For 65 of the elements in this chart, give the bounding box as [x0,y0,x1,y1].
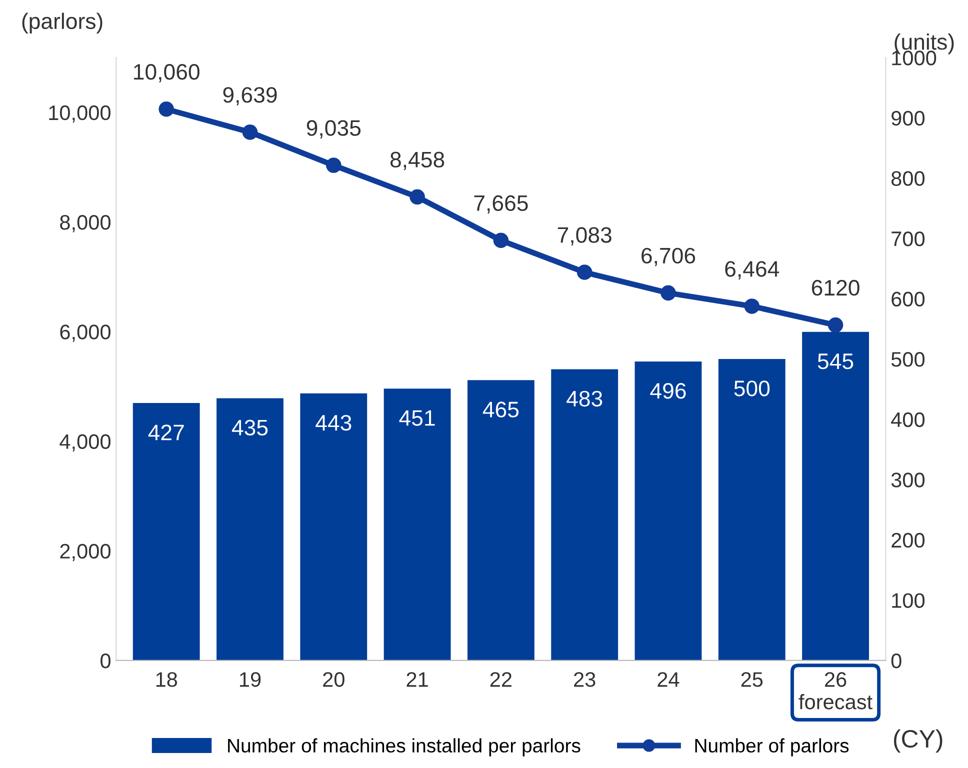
data-label: 8,458 [390,152,444,170]
point [493,232,509,248]
data-label: 7,083 [558,227,612,246]
data-label: 9,639 [223,87,277,106]
point [242,124,258,140]
point [828,317,844,333]
point [576,264,592,280]
legend-label: Number of parlors [695,738,849,756]
data-label: 465 [482,402,519,418]
x-axis-title: (CY) [894,729,942,753]
data-label: 6,464 [725,261,780,280]
data-label: 496 [650,382,686,399]
bar [216,398,284,660]
x-tick-label: 21 [406,672,428,687]
data-label: 7,665 [474,195,528,214]
y2-tick-label: 300 [891,472,925,488]
data-label: 10,060 [134,64,200,82]
data-label: 451 [399,410,435,426]
x-tick-label: 23 [574,672,596,687]
bar [467,380,534,660]
data-label: 443 [316,414,352,431]
x-tick-label: 20 [323,672,344,687]
y-tick-label: 2,000 [60,544,110,562]
y2-tick-label: 900 [892,110,925,126]
y2-tick-label: 700 [892,231,925,246]
x-tick-label: 22 [490,672,512,687]
data-label: 483 [566,390,602,407]
bar [384,388,451,660]
bar [132,403,200,660]
bar [718,359,786,660]
y2-tick-label: 0 [891,653,902,668]
x-tick-label: 19 [240,672,261,687]
y2-tick-label: 200 [892,532,925,548]
y-tick-label: 6,000 [60,324,110,342]
x-tick-label: 24 [658,672,680,687]
bar [551,369,618,660]
x-tick-label: 25 [741,672,763,687]
legend-label: Number of machines installed per parlors [228,738,580,756]
y-tick-label: 0 [100,653,110,668]
point [158,101,174,117]
bar [300,393,368,660]
y-axis-title: (parlors) [22,12,102,34]
point [660,285,676,301]
bar [802,332,869,660]
data-label: 6,706 [642,248,696,266]
data-label: 6120 [812,280,860,296]
bar [634,361,702,660]
y-tick-label: 8,000 [60,215,110,232]
y2-tick-label: 600 [892,292,925,307]
data-label: 500 [734,380,770,396]
y2-tick-label: 400 [891,412,925,428]
data-label: 427 [148,424,184,440]
data-label: 435 [232,420,268,436]
y2-tick-label: 800 [891,171,925,186]
x-tick-label: 26 forecast [798,672,872,710]
y-tick-label: 10,000 [49,105,110,123]
data-label: 9,035 [306,120,361,139]
point [326,158,342,173]
data-label: 545 [818,354,854,370]
y2-tick-label: 500 [891,352,925,367]
y-tick-label: 4,000 [60,434,110,452]
x-tick-label: 18 [156,672,178,687]
y2-tick-label: 100 [892,593,925,608]
point [744,298,760,314]
point [410,189,425,205]
